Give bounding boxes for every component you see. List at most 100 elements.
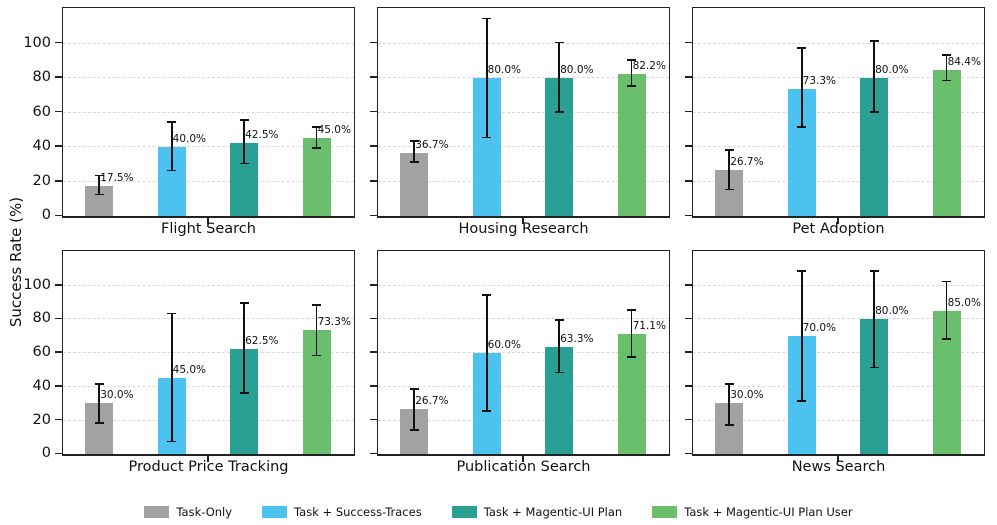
y-tick-0 [370,214,378,217]
error-bar-cap-top [554,319,564,321]
error-bar-cap-bottom [797,400,807,402]
y-tick-60 [55,351,63,353]
gridline-60 [693,111,984,113]
y-tick-100 [55,41,63,44]
error-bar-cap-bottom [94,193,104,196]
y-tick-label-80: 80 [32,69,51,86]
error-bar-cap-top [482,17,492,20]
error-bar [243,120,245,164]
bar-value-label: 80.0% [875,305,909,318]
y-tick-20 [55,418,63,421]
gridline-100 [63,284,354,286]
bar-value-label: 42.5% [245,128,279,141]
y-tick-0 [55,452,63,455]
y-tick-40 [55,385,63,387]
error-bar [413,389,416,430]
legend-label-task-magentic-ui-plan-user: Task + Magentic-UI Plan User [684,505,853,519]
subplot-pet-adoption: 26.7% 73.3% 80.0% 84.4% Pet Adoption [685,7,985,237]
error-bar [413,141,416,162]
gridline-40 [693,146,984,148]
bar-value-label: 73.3% [317,316,351,329]
error-bar-cap-bottom [869,110,879,113]
y-tick-label-60: 60 [32,344,51,361]
y-tick-100 [55,283,63,286]
error-bar-cap-bottom [409,428,419,431]
y-tick-label-60: 60 [32,103,51,120]
error-bar-cap-bottom [724,188,734,191]
x-tick [522,218,524,224]
error-bar-cap-bottom [869,366,879,369]
x-tick [837,456,839,462]
error-bar-cap-top [627,59,637,61]
error-bar [315,304,318,356]
gridline-100 [378,284,669,286]
bar-value-label: 80.0% [487,63,522,76]
y-tick-0 [370,452,378,455]
y-tick-80 [685,317,693,320]
gridline-60 [63,111,354,113]
error-bar-cap-bottom [239,391,249,394]
y-tick-20 [55,180,63,182]
gridline-20 [693,419,984,421]
x-tick [522,456,524,462]
error-bar-cap-top [869,270,879,273]
y-tick-label-100: 100 [23,276,51,293]
gridline-100 [378,42,669,44]
x-axis-label-flight-search: Flight Search [161,221,256,238]
bar-task-magentic-ui-plan-user [302,138,331,216]
error-bar [945,54,948,81]
legend-item-task-magentic-ui-plan: Task + Magentic-UI Plan [451,505,622,519]
gridline-40 [693,385,984,387]
error-bar-cap-top [312,126,322,129]
bar-task-magentic-ui-plan-user [932,70,961,216]
bar-value-label: 73.3% [802,75,837,88]
y-tick-label-20: 20 [32,411,51,428]
legend-swatch-task-only [144,506,170,518]
x-tick [837,218,839,224]
subplot-product-price-tracking: 0 20 40 60 80 100 30.0% 45.0% 62.5% 73.3% Product … [23,250,355,475]
error-bar-cap-top [94,174,104,177]
error-bar-cap-top [797,46,807,49]
error-bar-cap-top [409,140,419,142]
gridline-80 [378,318,669,320]
bar-value-label: 82.2% [632,59,666,72]
legend-item-task-magentic-ui-plan-user: Task + Magentic-UI Plan User [652,505,853,519]
legend-label-task-success-traces: Task + Success-Traces [294,505,422,519]
error-bar-cap-bottom [312,354,322,357]
y-tick-label-0: 0 [41,445,51,462]
error-bar-cap-bottom [724,423,734,426]
legend: Task-Only Task + Success-Traces Task + Mag… [0,505,997,519]
y-tick-60 [370,110,378,113]
y-tick-0 [685,214,693,217]
gridline-60 [63,352,354,354]
legend-swatch-task-magentic-ui-plan-user [652,506,678,518]
y-tick-0 [685,452,693,455]
error-bar [558,42,560,112]
bar-value-label: 62.5% [245,334,279,347]
legend-item-task-only: Task-Only [144,505,232,519]
gridline-80 [63,318,354,320]
bar-value-label: 84.4% [947,56,981,69]
error-bar-cap-bottom [409,160,419,163]
error-bar-cap-bottom [482,136,492,139]
error-bar-cap-bottom [627,356,637,359]
gridline-100 [63,42,354,44]
error-bar-cap-bottom [554,371,564,374]
error-bar [873,40,875,112]
legend-label-task-only: Task-Only [176,505,233,519]
error-bar [170,313,173,442]
y-tick-label-20: 20 [32,172,51,189]
bar-value-label: 26.7% [415,394,449,407]
gridline-100 [693,42,984,44]
gridline-60 [693,352,984,354]
error-bar [558,320,560,373]
error-bar-cap-top [797,270,807,273]
gridline-80 [693,318,984,320]
subplot-housing-research: 36.7% 80.0% 80.0% 82.2% Housing Research [370,7,670,237]
gridline-80 [63,77,354,79]
x-axis-label-publication-search: Publication Search [456,459,591,476]
error-bar-cap-bottom [167,169,177,172]
bar-task-magentic-ui-plan-user [617,73,646,216]
error-bar-cap-bottom [942,337,952,340]
